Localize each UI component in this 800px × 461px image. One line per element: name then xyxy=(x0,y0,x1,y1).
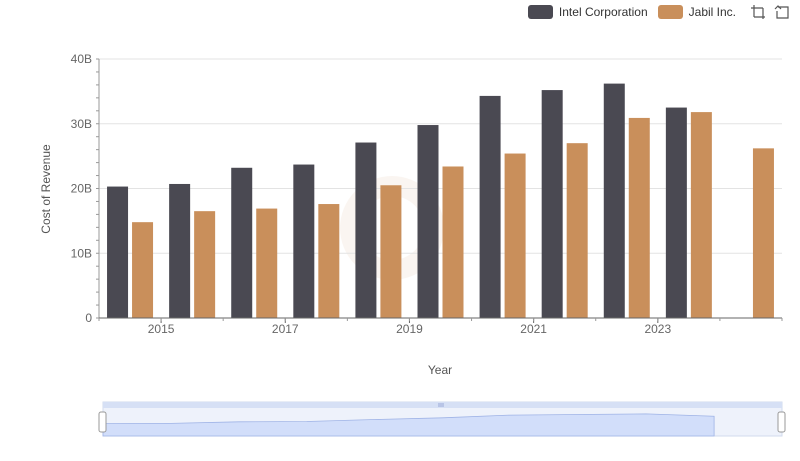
bar-intel-2015[interactable] xyxy=(169,183,191,318)
legend-swatch-jabil xyxy=(657,5,683,19)
y-tick-label: 0 xyxy=(85,311,92,325)
bar-intel-2020[interactable] xyxy=(479,95,501,318)
bar-intel-2016[interactable] xyxy=(231,167,253,318)
bars-group xyxy=(107,83,774,318)
legend-item-jabil[interactable]: Jabil Inc. xyxy=(657,5,736,19)
bar-jabil-2015[interactable] xyxy=(194,211,216,318)
bar-jabil-2016[interactable] xyxy=(256,208,278,318)
legend-label-intel: Intel Corporation xyxy=(558,5,648,19)
legend-swatch-intel xyxy=(527,5,553,19)
bar-intel-2019[interactable] xyxy=(417,125,439,318)
bar-jabil-2022[interactable] xyxy=(628,117,650,318)
bar-intel-2014[interactable] xyxy=(107,186,129,318)
y-tick-label: 40B xyxy=(71,52,92,66)
y-tick-label: 30B xyxy=(71,117,92,131)
x-tick-label: 2021 xyxy=(520,322,547,336)
chart-legend: Intel Corporation Jabil Inc. xyxy=(527,4,790,20)
bar-jabil-2017[interactable] xyxy=(318,204,340,318)
restore-icon[interactable] xyxy=(774,4,790,20)
y-tick-label: 20B xyxy=(71,182,92,196)
chart-toolbar xyxy=(750,4,790,20)
bar-jabil-2021[interactable] xyxy=(566,143,588,318)
x-tick-label: 2015 xyxy=(148,322,175,336)
slider-handle-right[interactable] xyxy=(777,411,786,433)
grip-icon xyxy=(438,403,444,407)
bar-jabil-2023[interactable] xyxy=(690,112,712,318)
slider-top-bar[interactable] xyxy=(103,402,782,408)
y-tick-label: 10B xyxy=(71,246,92,260)
x-tick-label: 2023 xyxy=(644,322,671,336)
zoom-slider[interactable] xyxy=(98,401,786,437)
slider-preview-area xyxy=(102,413,715,437)
zoom-in-icon[interactable] xyxy=(750,4,766,20)
x-tick-label: 2019 xyxy=(396,322,423,336)
bar-intel-2022[interactable] xyxy=(603,83,625,318)
y-axis-title: Cost of Revenue xyxy=(39,144,53,234)
legend-item-intel[interactable]: Intel Corporation xyxy=(527,5,648,19)
slider-handle-left[interactable] xyxy=(98,411,107,433)
bar-intel-2017[interactable] xyxy=(293,164,315,318)
legend-label-jabil: Jabil Inc. xyxy=(688,5,736,19)
bar-jabil-2020[interactable] xyxy=(504,153,526,318)
bar-jabil-2014[interactable] xyxy=(132,222,154,318)
bar-intel-2018[interactable] xyxy=(355,142,377,318)
bar-jabil-2024[interactable] xyxy=(752,148,774,318)
bar-intel-2021[interactable] xyxy=(541,90,563,318)
axes: 0 10B 20B 30B 40B 2015 2017 2019 2021 2023 xyxy=(71,52,783,336)
bar-intel-2023[interactable] xyxy=(665,107,687,318)
bar-jabil-2018[interactable] xyxy=(380,185,402,318)
bar-jabil-2019[interactable] xyxy=(442,166,464,318)
x-tick-label: 2017 xyxy=(272,322,299,336)
x-axis-title: Year xyxy=(428,363,452,377)
